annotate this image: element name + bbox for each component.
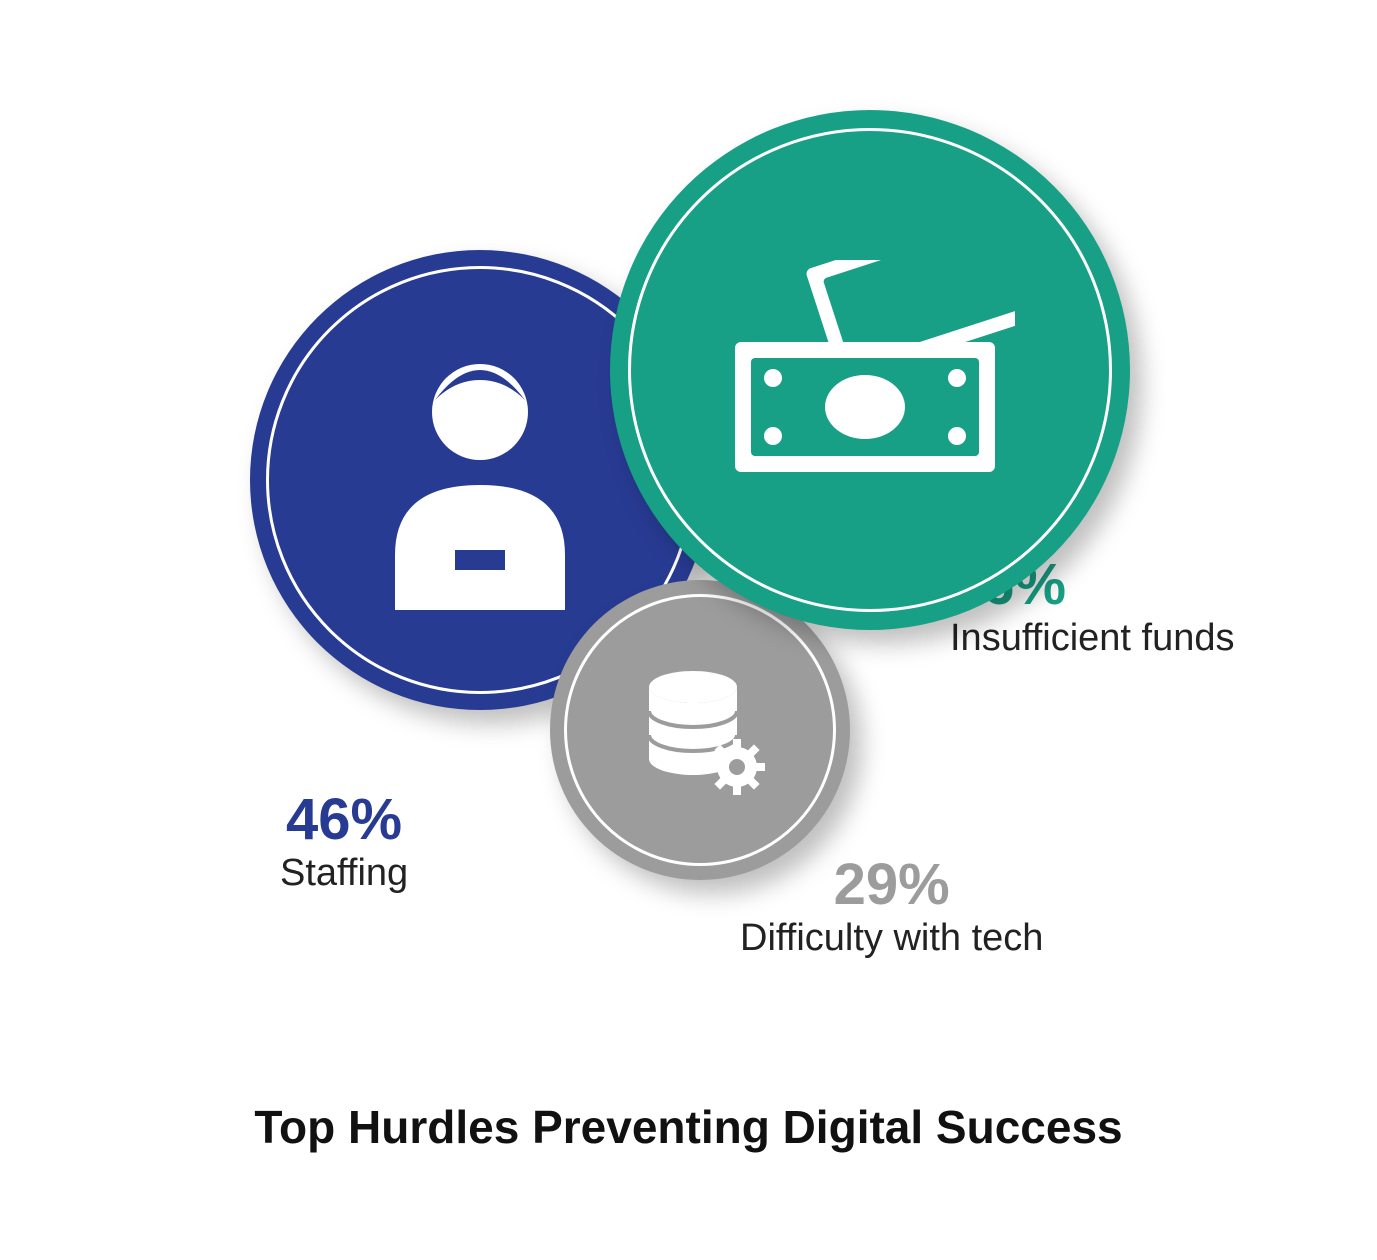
- tech-text: Difficulty with tech: [740, 916, 1043, 962]
- staffing-text: Staffing: [280, 851, 408, 897]
- circle-tech: [550, 580, 850, 880]
- infographic-stage: 46% Staffing 46% Insufficient funds 29% …: [0, 0, 1377, 1260]
- label-tech: 29% Difficulty with tech: [740, 855, 1043, 961]
- tech-percent: 29%: [740, 855, 1043, 916]
- infographic-title: Top Hurdles Preventing Digital Success: [0, 1100, 1377, 1154]
- funds-text: Insufficient funds: [950, 616, 1234, 662]
- ring-funds: [628, 128, 1112, 612]
- circle-funds: [610, 110, 1130, 630]
- staffing-percent: 46%: [280, 790, 408, 851]
- label-staffing: 46% Staffing: [280, 790, 408, 896]
- ring-tech: [564, 594, 836, 866]
